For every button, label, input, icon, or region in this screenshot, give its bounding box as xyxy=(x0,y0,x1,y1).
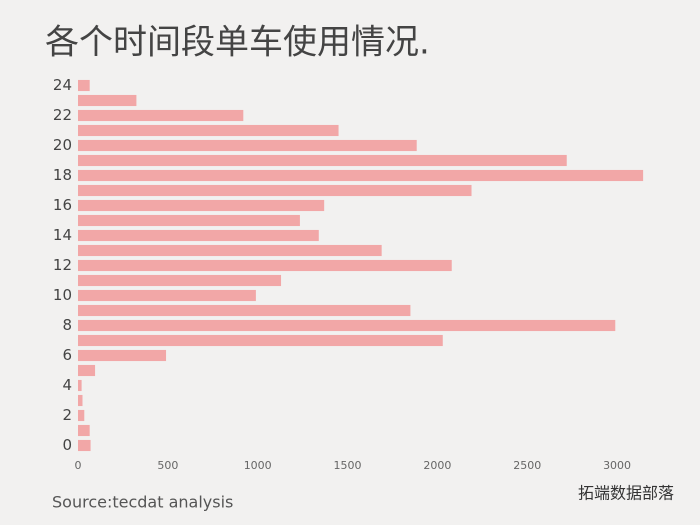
y-tick-label: 10 xyxy=(53,286,72,304)
bar xyxy=(78,319,616,332)
bar xyxy=(78,199,325,212)
y-tick-label: 0 xyxy=(62,436,72,454)
y-tick-label: 8 xyxy=(62,316,72,334)
bar xyxy=(78,379,82,392)
y-tick-label: 24 xyxy=(53,76,72,94)
x-tick-label: 0 xyxy=(75,459,82,472)
bar xyxy=(78,349,167,362)
y-tick-label: 2 xyxy=(62,406,72,424)
bar xyxy=(78,334,443,347)
bar xyxy=(78,259,452,272)
y-tick-label: 14 xyxy=(53,226,72,244)
bar xyxy=(78,304,411,317)
y-tick-label: 12 xyxy=(53,256,72,274)
bar xyxy=(78,94,137,107)
bar xyxy=(78,124,339,137)
bar xyxy=(78,364,96,377)
chart-title: 各个时间段单车使用情况. xyxy=(45,23,430,63)
y-tick-label: 4 xyxy=(62,376,72,394)
bar xyxy=(78,184,472,197)
bar xyxy=(78,274,282,287)
x-tick-label: 500 xyxy=(157,459,178,472)
x-tick-label: 3000 xyxy=(603,459,631,472)
watermark: 拓端数据部落 xyxy=(578,484,674,503)
x-tick-label: 2000 xyxy=(423,459,451,472)
x-tick-label: 2500 xyxy=(513,459,541,472)
source-note: Source:tecdat analysis xyxy=(52,493,233,512)
bar xyxy=(78,229,319,242)
y-tick-label: 6 xyxy=(62,346,72,364)
bar xyxy=(78,439,91,452)
bar xyxy=(78,244,382,257)
bar xyxy=(78,424,90,437)
x-tick-label: 1000 xyxy=(244,459,272,472)
bar xyxy=(78,139,417,152)
bar xyxy=(78,214,300,227)
bar xyxy=(78,109,244,122)
bar xyxy=(78,169,644,182)
y-tick-label: 22 xyxy=(53,106,72,124)
y-tick-label: 18 xyxy=(53,166,72,184)
y-tick-label: 16 xyxy=(53,196,72,214)
bar xyxy=(78,394,83,407)
bar xyxy=(78,289,256,302)
bar xyxy=(78,409,85,422)
bar xyxy=(78,154,567,167)
x-tick-label: 1500 xyxy=(334,459,362,472)
bar xyxy=(78,79,90,92)
y-tick-label: 20 xyxy=(53,136,72,154)
